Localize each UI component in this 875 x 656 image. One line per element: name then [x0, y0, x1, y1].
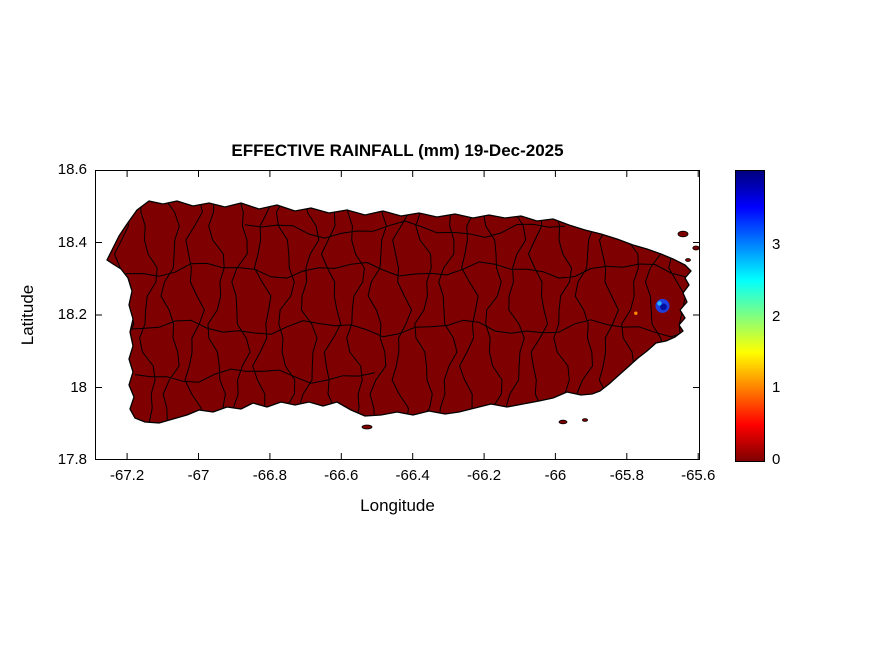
colorbar-tick-label: 2 — [772, 307, 781, 325]
map-plot-area — [95, 170, 700, 460]
colorbar-tick-label: 3 — [772, 236, 781, 254]
y-tick-label: 18 — [70, 378, 87, 396]
y-tick-label: 18.6 — [57, 161, 87, 178]
x-tick-label: -65.6 — [681, 467, 716, 484]
x-tick-label: -66.2 — [466, 467, 502, 484]
x-tick-label: -65.8 — [609, 467, 644, 484]
colorbar-tick-label: 0 — [772, 451, 781, 468]
colorbar — [735, 170, 765, 462]
x-tick-label: -66.8 — [252, 467, 287, 484]
y-tick-label: 18.4 — [57, 233, 87, 251]
x-tick-label: -67.2 — [110, 467, 145, 484]
y-tick-label: 17.8 — [57, 451, 87, 468]
x-tick-label: -67 — [187, 467, 210, 484]
y-tick-label: 18.2 — [57, 306, 87, 323]
offshore-islets — [361, 230, 700, 430]
puerto-rico-island-shape — [106, 200, 692, 424]
x-axis-label: Longitude — [360, 496, 435, 515]
rainfall-hotspot-markers — [634, 298, 670, 315]
x-tick-label: -66.4 — [395, 467, 430, 484]
x-tick-label: -66.6 — [324, 467, 359, 484]
x-tick-label: -66 — [544, 467, 567, 484]
chart-title: EFFECTIVE RAINFALL (mm) 19-Dec-2025 — [231, 141, 564, 160]
axis-tick-marks — [95, 170, 700, 460]
colorbar-tick-label: 1 — [772, 379, 781, 397]
